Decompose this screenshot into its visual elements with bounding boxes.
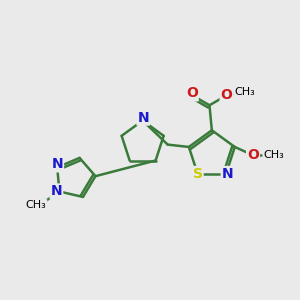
Text: CH₃: CH₃ — [26, 200, 46, 210]
Text: O: O — [186, 86, 198, 100]
Text: N: N — [51, 184, 62, 199]
Text: O: O — [220, 88, 232, 102]
Text: N: N — [137, 111, 149, 124]
Text: CH₃: CH₃ — [263, 150, 284, 160]
Text: CH₃: CH₃ — [234, 87, 255, 97]
Text: N: N — [222, 167, 233, 181]
Text: O: O — [247, 148, 259, 162]
Text: S: S — [193, 167, 202, 181]
Text: N: N — [51, 158, 63, 171]
